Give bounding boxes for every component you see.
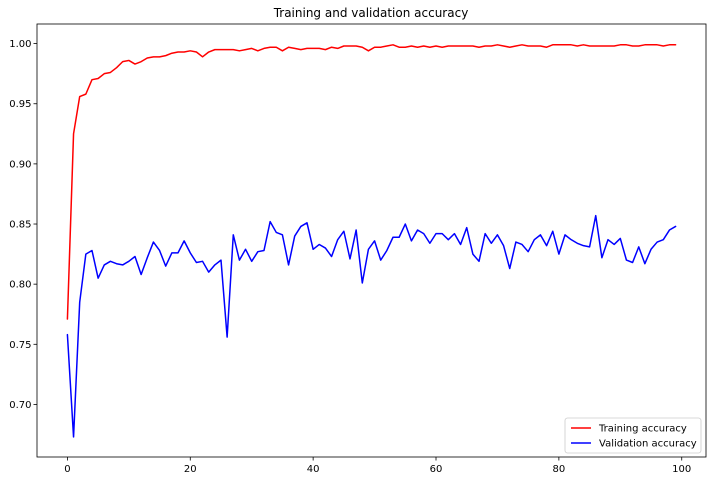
x-tick-label: 100 xyxy=(672,464,691,475)
x-tick-label: 0 xyxy=(64,464,70,475)
legend-label-training: Training accuracy xyxy=(598,424,687,435)
y-tick-label: 1.00 xyxy=(9,39,31,50)
y-tick-label: 0.90 xyxy=(9,159,31,170)
series-line-training xyxy=(66,44,677,320)
x-tick-label: 40 xyxy=(307,464,320,475)
legend-label-validation: Validation accuracy xyxy=(599,439,697,450)
chart-title: Training and validation accuracy xyxy=(273,6,469,20)
legend-frame xyxy=(564,417,702,454)
plot-frame xyxy=(36,23,707,458)
y-tick-label: 0.85 xyxy=(9,220,31,231)
x-tick-label: 20 xyxy=(184,464,197,475)
y-tick-label: 0.95 xyxy=(9,99,31,110)
y-tick-label: 0.80 xyxy=(9,280,31,291)
axes-layer: 0 20 40 60 80 100 0.70 0.75 0.80 0.85 0.90 0.95 1.00 xyxy=(9,23,707,475)
y-tick-label: 0.70 xyxy=(9,400,31,411)
series-line-validation xyxy=(66,214,677,438)
series-layer xyxy=(66,44,677,438)
x-tick-label: 60 xyxy=(430,464,443,475)
legend: Training accuracy Validation accuracy xyxy=(564,417,702,454)
x-tick-label: 80 xyxy=(553,464,566,475)
y-tick-label: 0.75 xyxy=(9,340,31,351)
